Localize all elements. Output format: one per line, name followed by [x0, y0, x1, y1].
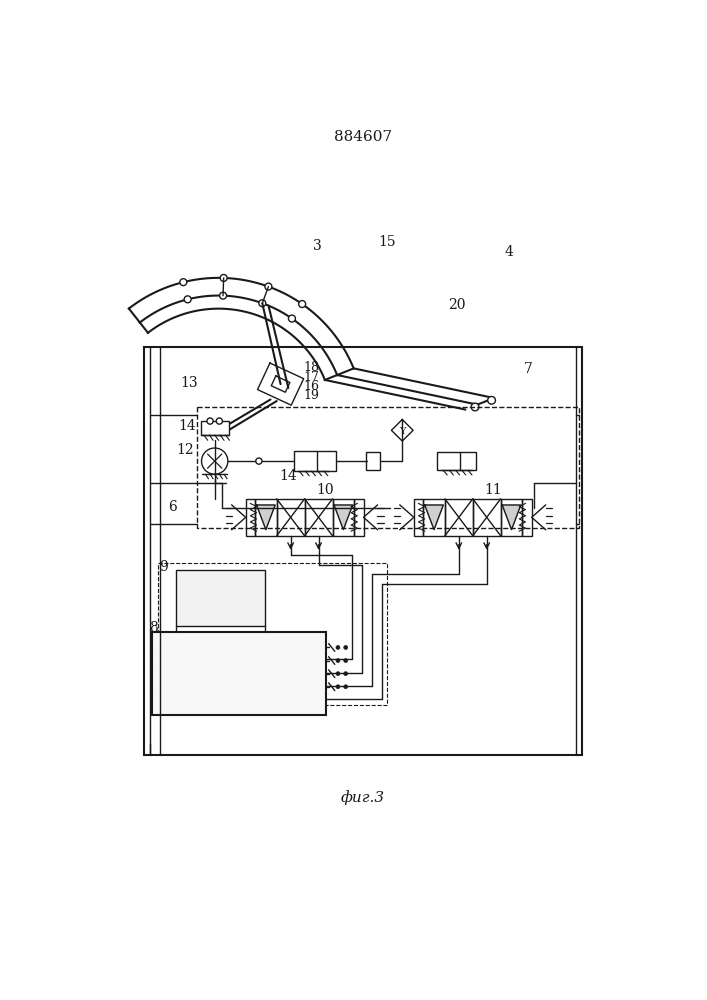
Circle shape	[220, 292, 226, 299]
Text: 18: 18	[304, 361, 320, 374]
Circle shape	[336, 685, 340, 689]
Text: 14: 14	[279, 469, 297, 483]
Circle shape	[180, 279, 187, 286]
Text: 9: 9	[158, 560, 168, 574]
Text: 884607: 884607	[334, 130, 392, 144]
Bar	[276, 499, 305, 536]
Circle shape	[220, 274, 227, 281]
Polygon shape	[502, 505, 521, 530]
Bar	[197, 407, 579, 528]
Bar	[354, 499, 363, 536]
Text: 12: 12	[177, 443, 194, 457]
Bar	[437, 452, 476, 470]
Circle shape	[217, 428, 225, 436]
Polygon shape	[425, 505, 443, 530]
Bar	[501, 499, 522, 536]
Text: 20: 20	[448, 298, 465, 312]
Text: Y: Y	[399, 427, 406, 436]
Circle shape	[336, 646, 340, 649]
Circle shape	[265, 283, 272, 290]
Bar	[414, 499, 423, 536]
Bar	[158, 563, 387, 705]
Text: фиг.3: фиг.3	[341, 790, 385, 805]
Bar	[255, 499, 276, 536]
Text: 13: 13	[180, 376, 198, 390]
Bar	[201, 421, 228, 435]
Text: 15: 15	[378, 235, 395, 249]
Bar	[332, 499, 354, 536]
Circle shape	[256, 458, 262, 464]
Text: 4: 4	[505, 245, 514, 259]
Bar	[152, 632, 327, 715]
Circle shape	[344, 672, 348, 676]
Bar	[144, 347, 582, 755]
Bar	[176, 570, 265, 626]
Circle shape	[207, 418, 213, 424]
Text: 14: 14	[179, 419, 197, 433]
Text: 6: 6	[168, 500, 177, 514]
Bar	[473, 499, 501, 536]
Circle shape	[184, 296, 191, 303]
Polygon shape	[257, 505, 275, 530]
Text: 7: 7	[524, 362, 533, 376]
Circle shape	[216, 418, 223, 424]
Text: 17: 17	[304, 371, 320, 384]
Circle shape	[488, 396, 496, 404]
Bar	[293, 451, 337, 471]
Circle shape	[336, 659, 340, 662]
Circle shape	[344, 685, 348, 689]
Circle shape	[259, 300, 266, 307]
Text: 8: 8	[149, 621, 158, 635]
Circle shape	[288, 315, 296, 322]
Bar	[522, 499, 532, 536]
Text: 19: 19	[304, 389, 320, 402]
Text: 10: 10	[316, 483, 334, 497]
Circle shape	[336, 672, 340, 676]
Bar	[246, 499, 255, 536]
Circle shape	[298, 301, 305, 307]
Bar	[305, 499, 332, 536]
Circle shape	[344, 646, 348, 649]
Bar	[366, 452, 380, 470]
Circle shape	[471, 403, 479, 411]
Polygon shape	[334, 505, 353, 530]
Text: 3: 3	[312, 239, 322, 253]
Bar	[445, 499, 473, 536]
Text: 11: 11	[484, 483, 502, 497]
Text: 16: 16	[304, 380, 320, 393]
Circle shape	[344, 659, 348, 662]
Bar	[423, 499, 445, 536]
